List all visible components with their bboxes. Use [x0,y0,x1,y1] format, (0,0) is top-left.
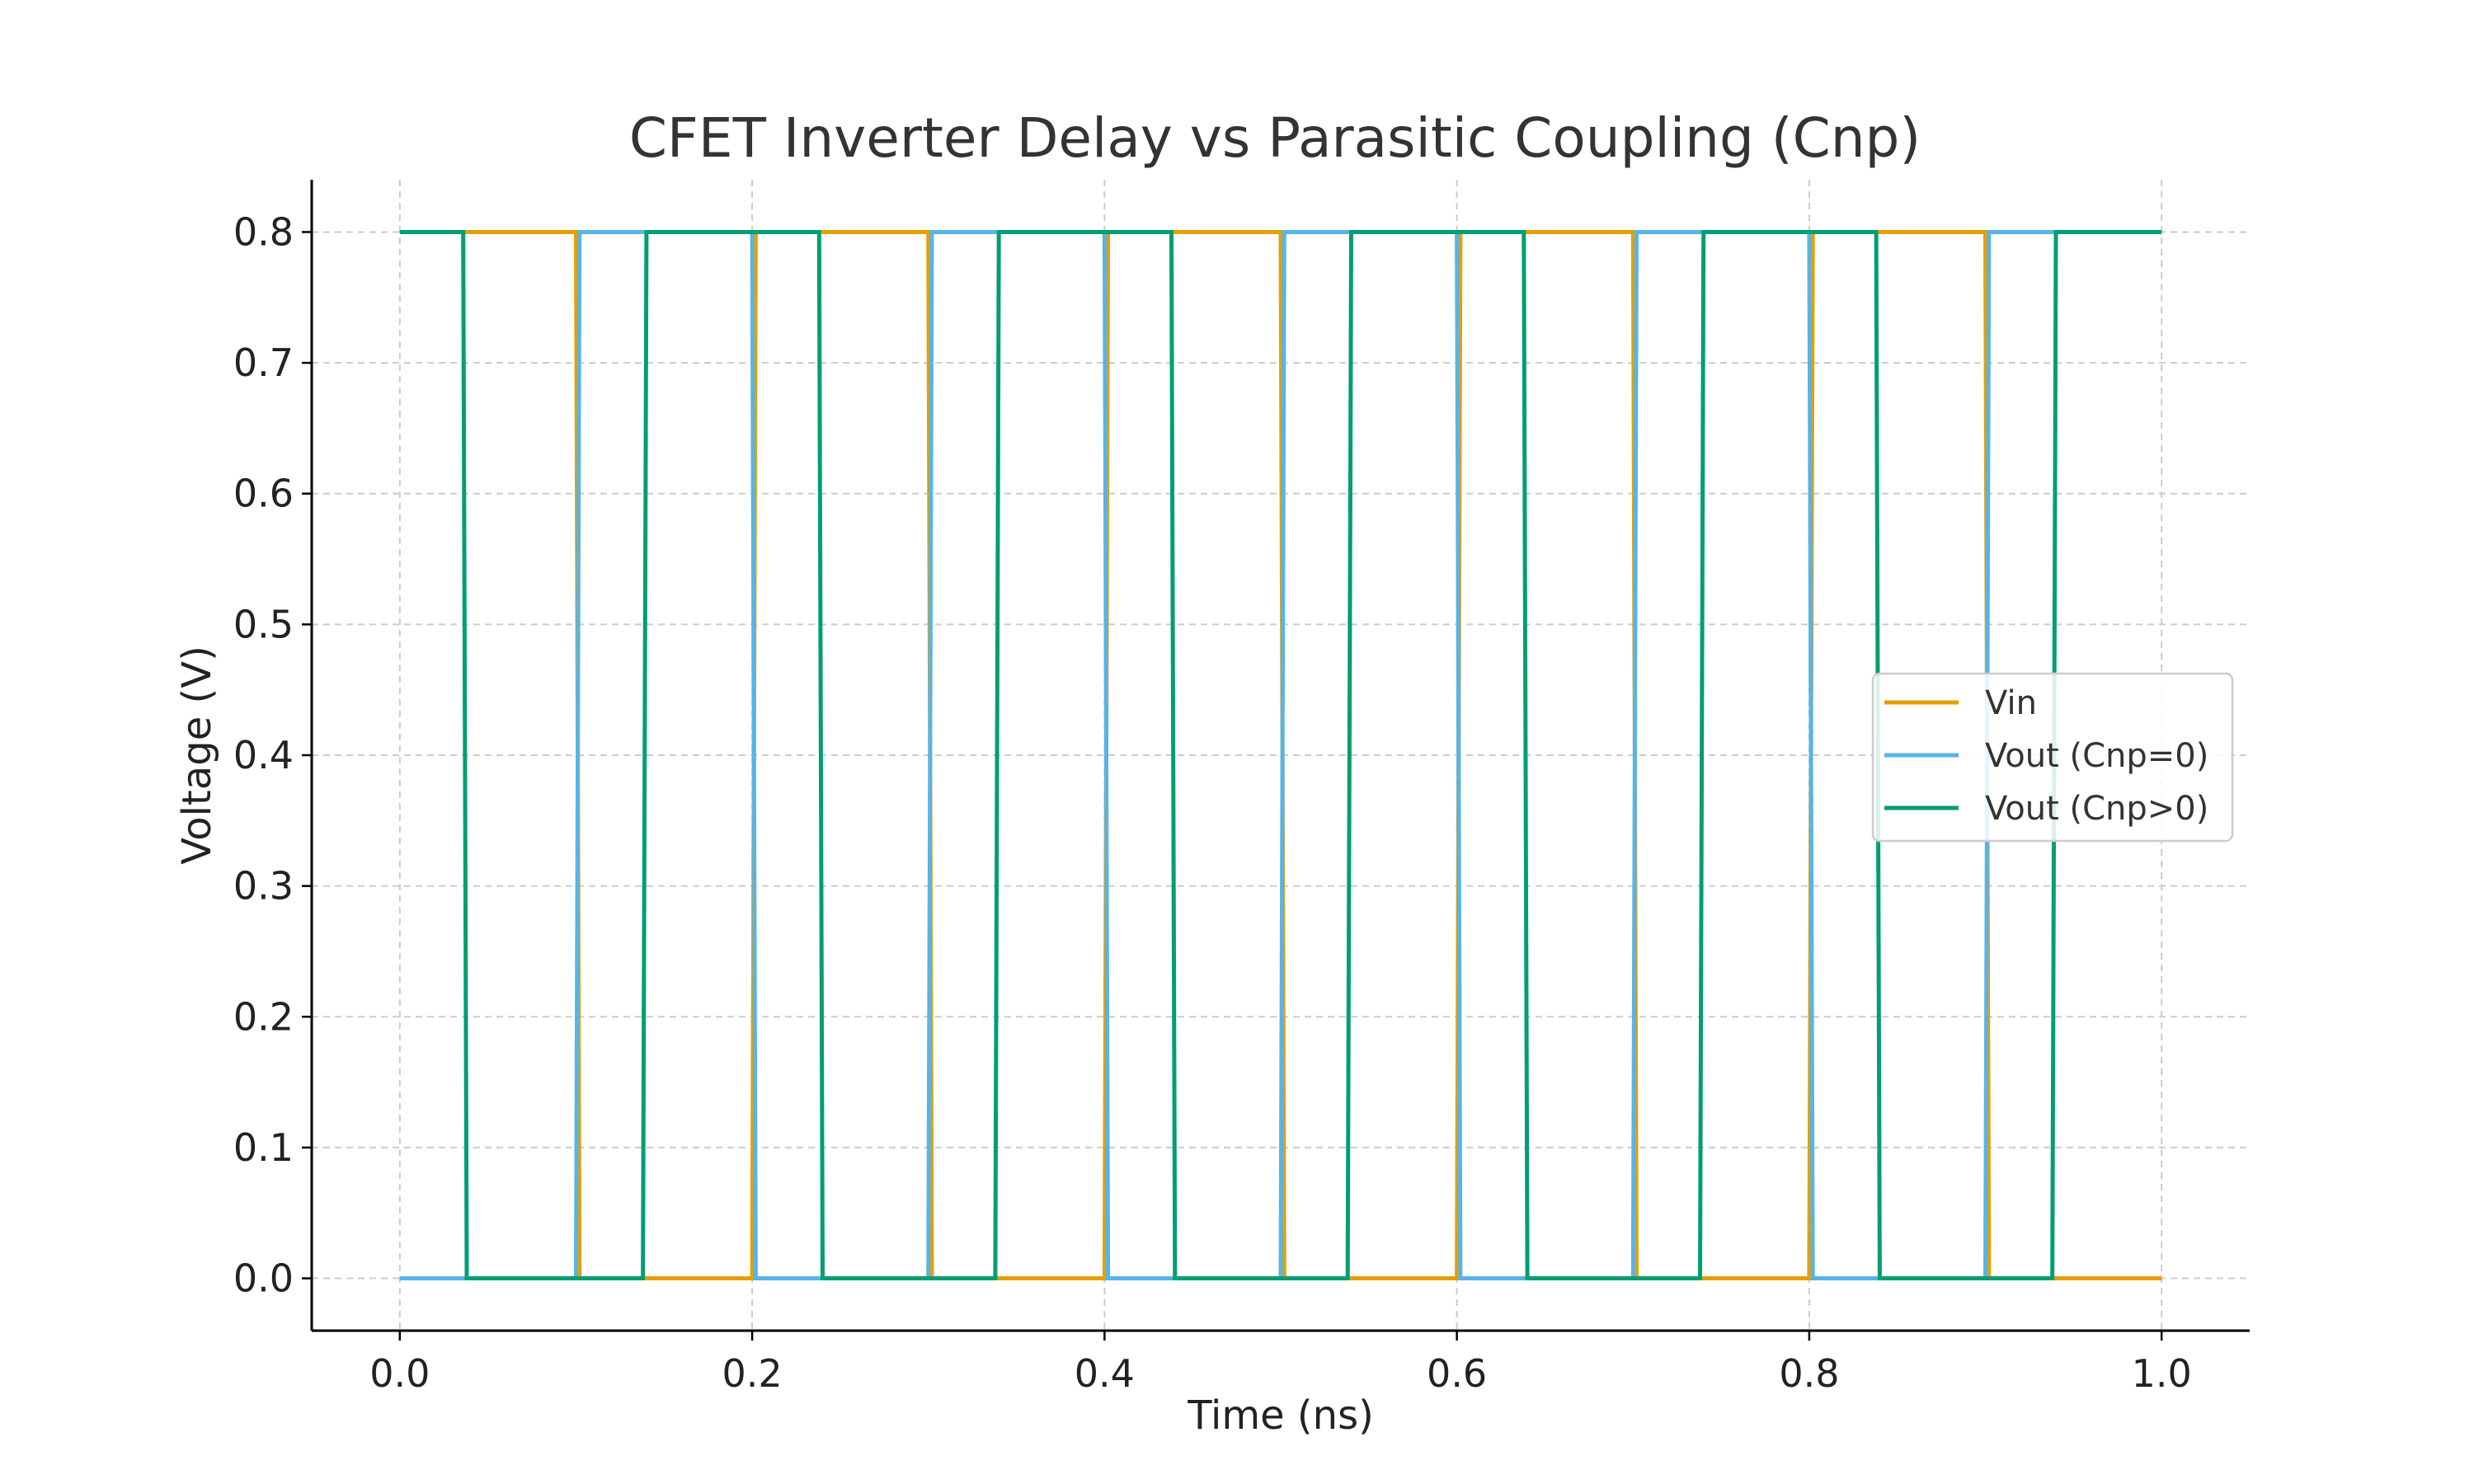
y-tick-label: 0.4 [233,733,294,777]
legend-label-0: Vin [1985,684,2037,722]
y-tick-label: 0.0 [233,1256,294,1301]
legend-label-1: Vout (Cnp=0) [1985,737,2208,775]
legend-frame [1871,672,2234,843]
x-tick-label: 0.8 [1779,1351,1839,1396]
legend-label-2: Vout (Cnp>0) [1985,790,2208,828]
y-tick-label: 0.2 [233,994,294,1039]
y-tick-label: 0.7 [233,340,294,385]
y-axis-label: Voltage (V) [174,646,220,865]
y-tick-label: 0.5 [233,602,294,646]
y-tick-label: 0.1 [233,1125,294,1170]
y-tick-label: 0.6 [233,472,294,516]
x-tick-label: 1.0 [2132,1351,2192,1396]
series-line-1 [399,230,2162,1280]
y-tick-label: 0.3 [233,864,294,909]
x-tick-label: 0.6 [1427,1351,1487,1396]
x-ticks: 0.0 0.2 0.4 0.6 0.8 1.0 [369,1331,2192,1396]
x-axis-label: Time (ns) [1187,1392,1374,1439]
y-ticks: 0.0 0.1 0.2 0.3 0.4 0.5 0.6 0.7 0.8 [233,209,312,1301]
x-tick-label: 0.4 [1075,1351,1135,1396]
legend: Vin Vout (Cnp=0) Vout (Cnp>0) [1871,672,2234,843]
x-tick-label: 0.2 [722,1351,783,1396]
chart-title: CFET Inverter Delay vs Parasitic Couplin… [629,106,1921,170]
y-tick-label: 0.8 [233,209,294,254]
x-tick-label: 0.0 [369,1351,430,1396]
